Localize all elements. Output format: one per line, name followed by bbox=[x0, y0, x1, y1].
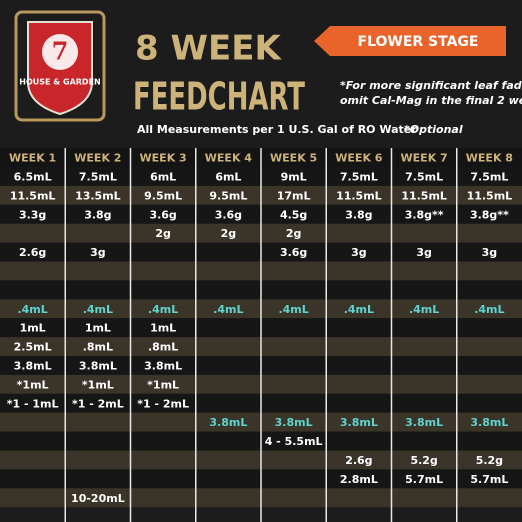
cell: 5.2g bbox=[410, 454, 437, 467]
table: WEEK 1 WEEK 2 WEEK 3 WEEK 4 WEEK 5 WEEK 6 WEEK… bbox=[0, 148, 522, 522]
title-line: 8 WEEK bbox=[135, 29, 282, 69]
cell: 1mL bbox=[150, 322, 176, 335]
cell: 9mL bbox=[281, 170, 307, 183]
cell: 3g bbox=[351, 246, 367, 259]
cell: 3.6g bbox=[280, 246, 307, 259]
cell: 3.8mL bbox=[209, 416, 247, 429]
cell: 3.8g** bbox=[405, 208, 444, 221]
note: omit Cal-Mag in the final 2 weeks bbox=[340, 94, 522, 107]
cell: .4mL bbox=[409, 303, 439, 316]
cell: *1mL bbox=[82, 378, 114, 391]
cell: 3.8mL bbox=[144, 359, 182, 372]
cell: 2.6g bbox=[345, 454, 372, 467]
stage-label: FLOWER STAGE bbox=[358, 34, 479, 50]
stage-tag bbox=[314, 26, 506, 56]
cell: 5.7mL bbox=[470, 473, 508, 486]
cell: .4mL bbox=[17, 303, 47, 316]
cell: 7.5mL bbox=[79, 170, 117, 183]
cell: 3.8mL bbox=[340, 416, 378, 429]
column-header: WEEK 3 bbox=[140, 152, 187, 165]
cell: 3g bbox=[482, 246, 498, 259]
cell: 2g bbox=[221, 227, 237, 240]
cell: .8mL bbox=[148, 341, 178, 354]
cell: 6mL bbox=[215, 170, 241, 183]
cell: .4mL bbox=[344, 303, 374, 316]
cell: *1 - 1mL bbox=[7, 397, 59, 410]
cell: 3g bbox=[416, 246, 432, 259]
cell: 3.8mL bbox=[405, 416, 443, 429]
cell: 9.5mL bbox=[209, 189, 247, 202]
cell: .4mL bbox=[278, 303, 308, 316]
cell: .4mL bbox=[474, 303, 504, 316]
cell: .4mL bbox=[213, 303, 243, 316]
cell: 17mL bbox=[277, 189, 311, 202]
cell: 11.5mL bbox=[401, 189, 447, 202]
cell: 9.5mL bbox=[144, 189, 182, 202]
column-header: WEEK 8 bbox=[466, 152, 513, 165]
cell: 6.5mL bbox=[14, 170, 52, 183]
cell: 2.8mL bbox=[340, 473, 378, 486]
cell: 2.6g bbox=[19, 246, 46, 259]
cell: 3.8mL bbox=[470, 416, 508, 429]
column-header: WEEK 4 bbox=[205, 152, 253, 165]
cell: 7.5mL bbox=[470, 170, 508, 183]
cell: 1mL bbox=[85, 322, 111, 335]
cell: 4.5g bbox=[280, 208, 307, 221]
cell: 3.6g bbox=[149, 208, 176, 221]
cell: 13.5mL bbox=[75, 189, 121, 202]
logo: 7 HOUSE & GARDEN bbox=[14, 10, 106, 122]
cell: 5.7mL bbox=[405, 473, 443, 486]
column-header: WEEK 6 bbox=[335, 152, 383, 165]
cell: .4mL bbox=[83, 303, 113, 316]
cell: *1 - 2mL bbox=[137, 397, 189, 410]
cell: 3.8g bbox=[84, 208, 111, 221]
cell: 7.5mL bbox=[405, 170, 443, 183]
optional-note: *Optional bbox=[404, 123, 463, 136]
cell: 4 - 5.5mL bbox=[265, 435, 323, 448]
cell: *1 - 2mL bbox=[72, 397, 124, 410]
cell: 11.5mL bbox=[10, 189, 56, 202]
cell: 11.5mL bbox=[467, 189, 513, 202]
cell: 3.8mL bbox=[14, 359, 52, 372]
cell: 3.8mL bbox=[275, 416, 313, 429]
cell: 2.5mL bbox=[14, 341, 52, 354]
cell: 2g bbox=[155, 227, 171, 240]
subtitle: All Measurements per 1 U.S. Gal of RO Wa… bbox=[137, 123, 417, 136]
title-line: FEEDCHART bbox=[133, 75, 305, 119]
cell: 3.3g bbox=[19, 208, 46, 221]
cell: 11.5mL bbox=[336, 189, 382, 202]
logo-text: HOUSE & GARDEN bbox=[19, 78, 100, 87]
cell: 3g bbox=[90, 246, 106, 259]
cell: 1mL bbox=[20, 322, 46, 335]
column-header: WEEK 7 bbox=[401, 152, 448, 165]
cell: 3.8mL bbox=[79, 359, 117, 372]
column-header: WEEK 2 bbox=[74, 152, 121, 165]
note: *For more significant leaf fade, bbox=[340, 79, 522, 92]
logo-number: 7 bbox=[52, 37, 69, 66]
cell: 2g bbox=[286, 227, 302, 240]
cell: *1mL bbox=[17, 378, 49, 391]
column-header: WEEK 1 bbox=[9, 152, 56, 165]
cell: .8mL bbox=[83, 341, 113, 354]
column-header: WEEK 5 bbox=[270, 152, 317, 165]
cell: 3.8g** bbox=[470, 208, 509, 221]
cell: 3.6g bbox=[215, 208, 242, 221]
cell: 5.2g bbox=[476, 454, 503, 467]
cell: 10-20mL bbox=[71, 492, 125, 505]
cell: *1mL bbox=[147, 378, 179, 391]
cell: 3.8g bbox=[345, 208, 372, 221]
cell: .4mL bbox=[148, 303, 178, 316]
cell: 6mL bbox=[150, 170, 176, 183]
cell: 7.5mL bbox=[340, 170, 378, 183]
